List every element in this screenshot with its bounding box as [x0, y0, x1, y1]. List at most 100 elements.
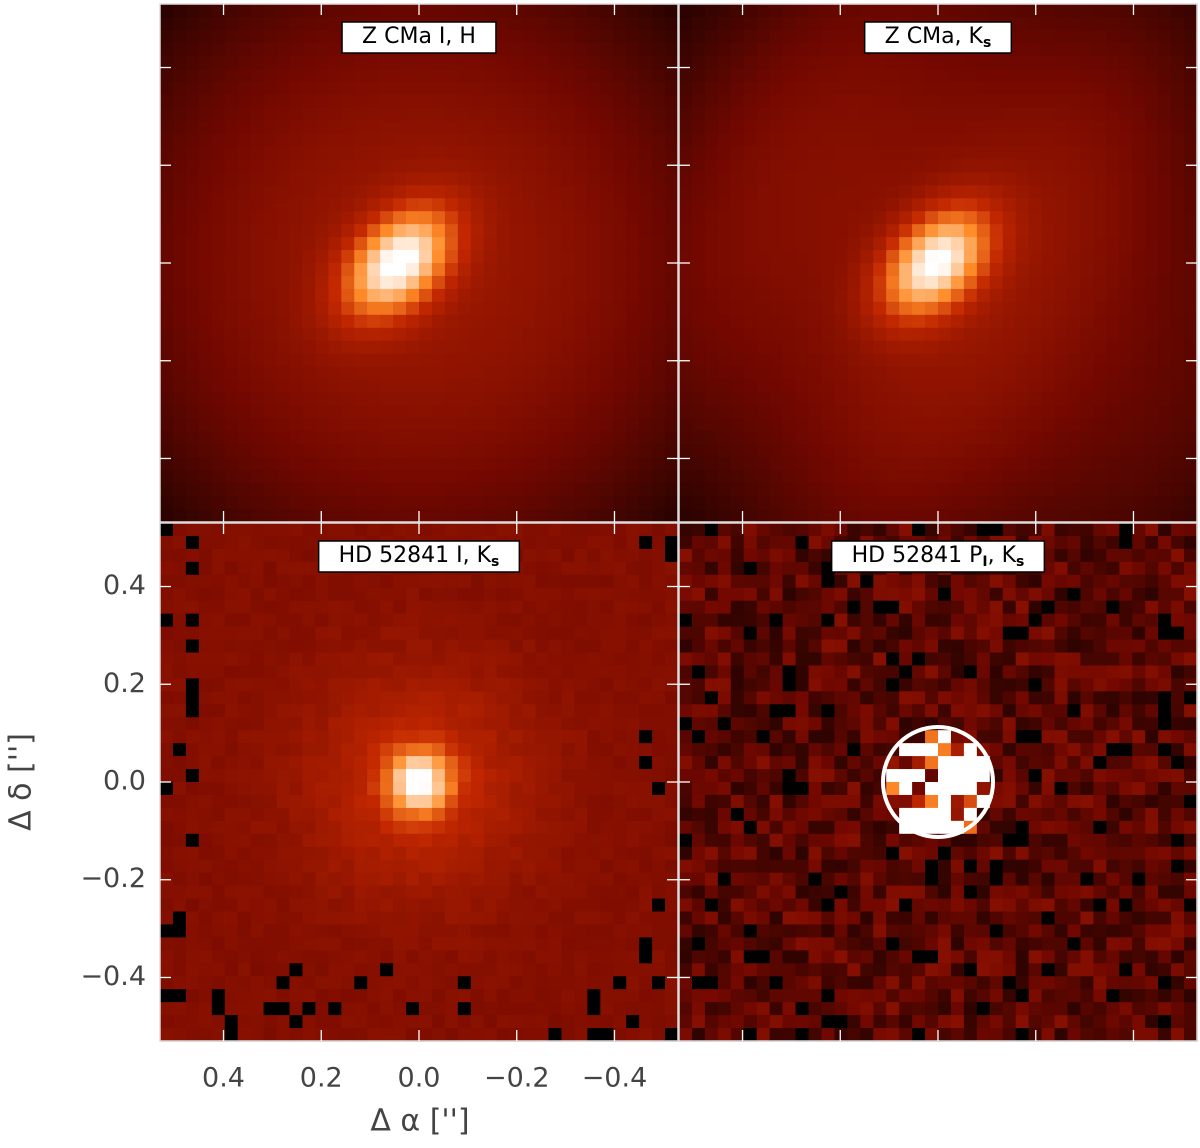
pixel [237, 159, 252, 173]
pixel [276, 172, 291, 186]
pixel [341, 120, 355, 135]
pixel [587, 885, 601, 900]
pixel [535, 911, 550, 926]
pixel [302, 846, 316, 861]
pixel [302, 418, 316, 432]
pixel [756, 314, 771, 329]
pixel [574, 1015, 588, 1029]
pixel [172, 42, 187, 57]
pixel [963, 392, 978, 407]
pixel [341, 275, 355, 290]
pixel [419, 159, 433, 173]
pixel [341, 846, 355, 861]
pixel [561, 159, 575, 173]
pixel [328, 275, 342, 290]
pixel [613, 379, 627, 394]
pixel [172, 665, 187, 679]
pixel [1093, 379, 1107, 394]
pixel [393, 1002, 407, 1016]
pixel [406, 55, 420, 70]
pixel [561, 833, 575, 848]
pixel [406, 237, 420, 251]
pixel [899, 431, 913, 445]
pixel [250, 859, 265, 874]
pixel [989, 457, 1004, 471]
pixel [1132, 288, 1146, 303]
pixel [431, 457, 446, 471]
pixel [367, 859, 381, 874]
pixel [302, 146, 316, 160]
pixel [431, 885, 446, 900]
pixel [886, 120, 900, 135]
pixel [431, 314, 446, 329]
pixel [496, 250, 511, 264]
pixel [834, 327, 848, 342]
pixel [808, 535, 823, 550]
pixel [380, 950, 394, 964]
pixel [756, 509, 771, 523]
pixel [522, 55, 537, 70]
pixel [250, 717, 265, 731]
pixel [354, 263, 368, 277]
pixel [821, 120, 835, 135]
pixel [574, 535, 588, 550]
pixel [639, 301, 653, 316]
pixel [1093, 68, 1107, 83]
pixel [341, 94, 355, 109]
pixel [509, 379, 524, 394]
pixel [626, 379, 640, 394]
pixel [276, 198, 291, 212]
pixel [172, 146, 187, 160]
pixel [160, 288, 174, 303]
pixel [289, 1015, 304, 1029]
pixel [548, 859, 563, 874]
pixel [302, 898, 316, 913]
pixel [1067, 275, 1082, 290]
pixel [160, 509, 174, 523]
pixel [963, 120, 978, 135]
pixel [185, 704, 200, 718]
pixel [626, 885, 640, 900]
pixel [561, 626, 575, 641]
pixel [1158, 548, 1172, 563]
pixel [470, 782, 485, 796]
pixel [963, 314, 978, 329]
pixel [665, 898, 679, 913]
pixel [925, 55, 939, 70]
pixel [795, 224, 810, 238]
pixel [341, 743, 355, 757]
pixel [328, 756, 342, 770]
pixel [873, 146, 887, 160]
pixel [470, 976, 485, 990]
pixel [160, 405, 174, 419]
pixel [600, 613, 614, 628]
pixel [250, 1002, 265, 1016]
pixel [652, 652, 666, 667]
pixel [419, 496, 433, 510]
pixel [289, 911, 304, 926]
pixel [860, 301, 874, 316]
pixel [756, 379, 771, 394]
pixel [587, 172, 601, 186]
pixel [600, 704, 614, 718]
pixel [639, 846, 653, 861]
pixel [211, 730, 226, 744]
pixel [679, 263, 693, 277]
pixel [873, 133, 887, 148]
pixel [160, 457, 174, 471]
pixel [198, 769, 213, 783]
pixel [250, 250, 265, 264]
pixel [613, 535, 627, 550]
pixel [406, 483, 420, 497]
pixel [1106, 457, 1120, 471]
pixel [600, 418, 614, 432]
pixel [419, 444, 433, 458]
pixel [354, 898, 368, 913]
pixel [483, 1015, 498, 1029]
pixel [1145, 392, 1159, 407]
pixel [289, 561, 304, 576]
pixel [1080, 55, 1094, 70]
pixel [354, 275, 368, 290]
pixel [808, 94, 823, 109]
pixel [380, 237, 394, 251]
